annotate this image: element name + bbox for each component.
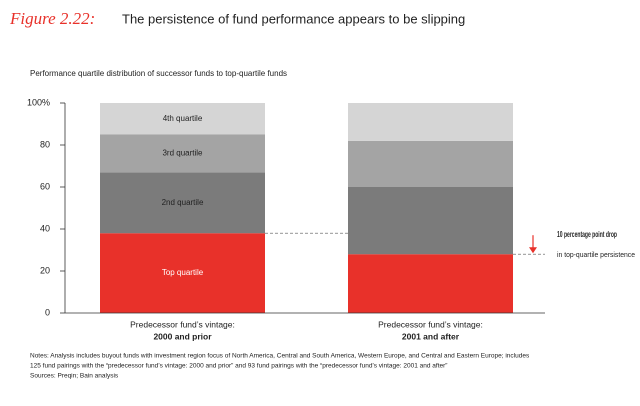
annotation-text: in top-quartile persistence <box>557 250 635 259</box>
bar-segment <box>100 103 265 135</box>
bar-segment <box>348 103 513 141</box>
bar-segment <box>348 187 513 255</box>
subtitle: Performance quartile distribution of suc… <box>30 69 287 78</box>
note: Notes: Analysis includes buyout funds wi… <box>30 353 530 360</box>
bar-segment <box>100 233 265 313</box>
bar-segment <box>100 134 265 173</box>
annotation-bold: 10 percentage point drop <box>557 230 617 239</box>
sources: Sources: Preqin; Bain analysis <box>30 373 119 380</box>
y-tick-label: 20 <box>40 265 50 275</box>
segment-label: Top quartile <box>162 268 204 277</box>
segment-label: 2nd quartile <box>162 198 204 207</box>
segment-label: 4th quartile <box>163 114 203 123</box>
bar-segment <box>100 172 265 234</box>
x-tick-label: 2001 and after <box>402 331 460 341</box>
segment-label: 3rd quartile <box>162 149 203 158</box>
bar-segment <box>348 140 513 187</box>
note: 125 fund pairings with the “predecessor … <box>30 363 447 370</box>
category-prefix: Predecessor fund’s vintage: <box>130 319 235 329</box>
y-tick-label: 60 <box>40 181 50 191</box>
category-prefix: Predecessor fund’s vintage: <box>378 319 483 329</box>
y-tick-label: 80 <box>40 139 50 149</box>
annotation: 10 percentage point drop <box>557 230 617 239</box>
y-tick-label: 0 <box>45 307 50 317</box>
figure-label: Figure 2.22: <box>9 9 95 28</box>
y-tick-label: 100% <box>27 97 50 107</box>
chart-title: The persistence of fund performance appe… <box>122 11 465 26</box>
y-tick-label: 40 <box>40 223 50 233</box>
drop-arrowhead <box>529 247 537 254</box>
bar-segment <box>348 254 513 313</box>
x-tick-label: 2000 and prior <box>153 331 212 341</box>
